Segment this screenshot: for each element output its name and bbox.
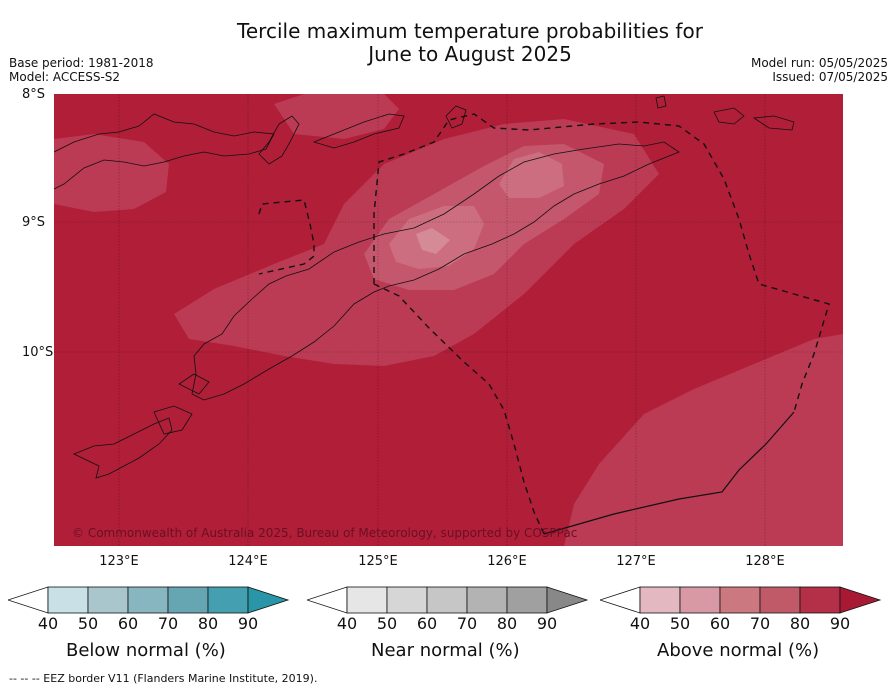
legend-above-tick: 70 (749, 614, 771, 633)
legend-below-tick: 40 (37, 614, 59, 633)
legend-near-tick: 40 (336, 614, 358, 633)
legend-near-swatch (346, 586, 388, 614)
kisar-coast (655, 95, 667, 109)
legend-near-swatch (466, 586, 508, 614)
legend-above-title: Above normal (%) (657, 640, 820, 661)
legend-below-tick: 80 (197, 614, 219, 633)
contour-band-80-west (54, 134, 169, 212)
legend-above-swatch (759, 586, 801, 614)
legend-above-swatch (679, 586, 721, 614)
legend-below-low-arrow (8, 586, 49, 614)
legend-near-tick: 80 (496, 614, 518, 633)
legend-near-high-arrow (546, 586, 589, 614)
lat-label-8s: 8°S (22, 87, 46, 102)
legend-near-swatch (386, 586, 428, 614)
legend-below-tick: 60 (117, 614, 139, 633)
lon-label-125e: 125°E (358, 554, 398, 569)
legend-near-tick: 90 (536, 614, 558, 633)
legend-below-tick: 70 (157, 614, 179, 633)
timor-island-coast (191, 141, 680, 401)
lon-label-124e: 124°E (228, 554, 268, 569)
lon-label-123e: 123°E (99, 554, 139, 569)
leti-coast (713, 107, 795, 131)
legend-below-normal-colorbar (8, 586, 290, 614)
contour-band-80-southeast (564, 334, 843, 546)
legend-above-swatch (639, 586, 681, 614)
legend-above-high-arrow (839, 586, 882, 614)
legend-above-swatch (799, 586, 841, 614)
legend-below-swatch (87, 586, 129, 614)
page-title: Tercile maximum temperature probabilitie… (170, 20, 770, 66)
legend-below-swatch (167, 586, 209, 614)
run-info-left: Base period: 1981-2018 Model: ACCESS-S2 (9, 56, 154, 84)
issued-date: Issued: 07/05/2025 (772, 70, 888, 84)
model-name: Model: ACCESS-S2 (9, 70, 121, 84)
legend-above-normal-colorbar (600, 586, 882, 614)
contour-band-60-east (499, 152, 564, 198)
legend-above-tick: 50 (669, 614, 691, 633)
legend-near-tick: 70 (456, 614, 478, 633)
wetar-coast (312, 113, 405, 149)
title-line-1: Tercile maximum temperature probabilitie… (237, 19, 703, 43)
legend-near-normal-colorbar (307, 586, 589, 614)
probability-map (54, 94, 843, 546)
flores-coast (54, 113, 275, 190)
lon-label-127e: 127°E (616, 554, 656, 569)
contour-band-50 (416, 228, 450, 254)
lat-label-9s: 9°S (22, 215, 46, 230)
legend-below-swatch (127, 586, 169, 614)
legend-below-swatch (207, 586, 249, 614)
legend-above-tick: 90 (829, 614, 851, 633)
rote-coast (153, 373, 210, 435)
legend-above-swatch (719, 586, 761, 614)
legend-above-tick: 40 (629, 614, 651, 633)
lon-label-128e: 128°E (745, 554, 785, 569)
run-info-right: Model run: 05/05/2025 Issued: 07/05/2025 (751, 56, 888, 84)
legend-below-tick: 50 (77, 614, 99, 633)
legend-below-tick: 90 (237, 614, 259, 633)
sawu-coast (73, 417, 173, 479)
legend-below-title: Below normal (%) (66, 640, 226, 661)
legend-above-tick: 80 (789, 614, 811, 633)
eez-border-dashed (258, 113, 830, 535)
legend-near-title: Near normal (%) (371, 640, 520, 661)
legend-above-tick: 60 (709, 614, 731, 633)
legend-near-swatch (426, 586, 468, 614)
legend-near-tick: 60 (416, 614, 438, 633)
legend-below-swatch (47, 586, 89, 614)
legend-below-high-arrow (247, 586, 290, 614)
alor-coast (258, 115, 300, 165)
contour-band-80-north (274, 94, 399, 139)
base-period: Base period: 1981-2018 (9, 56, 154, 70)
legend-above-low-arrow (600, 586, 641, 614)
legend-near-low-arrow (307, 586, 348, 614)
lat-label-10s: 10°S (22, 345, 54, 360)
legend-near-tick: 50 (376, 614, 398, 633)
model-run-date: Model run: 05/05/2025 (750, 56, 888, 70)
legend-near-swatch (506, 586, 548, 614)
eez-footnote: -- -- -- EEZ border V11 (Flanders Marine… (9, 672, 318, 685)
lon-label-126e: 126°E (487, 554, 527, 569)
copyright-notice: © Commonwealth of Australia 2025, Bureau… (72, 526, 578, 540)
title-line-2: June to August 2025 (368, 42, 572, 66)
eez-border-solid (543, 411, 795, 535)
